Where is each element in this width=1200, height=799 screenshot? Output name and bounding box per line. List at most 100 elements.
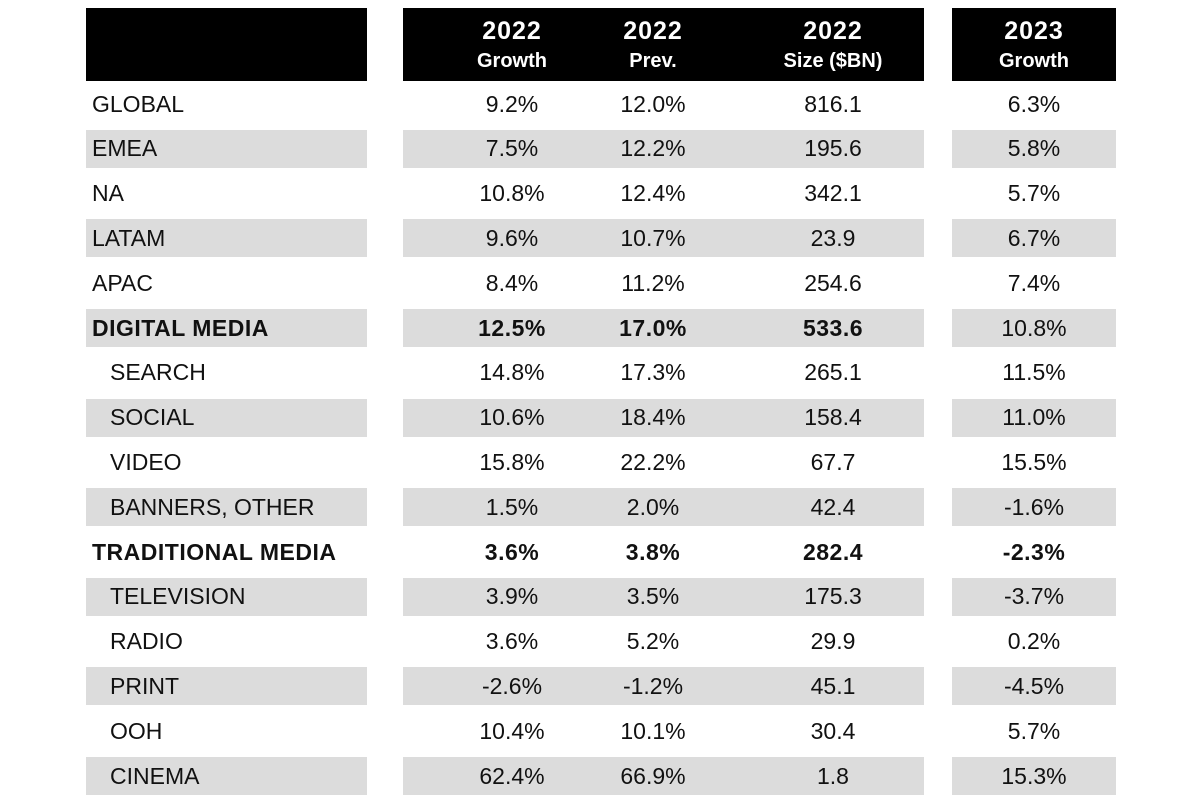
cell-2023-growth: -1.6%	[1003, 493, 1065, 520]
cell-2022-size: 1.8	[817, 762, 849, 789]
cell-2022-size: 195.6	[804, 135, 862, 162]
cell-2022-size: 67.7	[810, 448, 856, 475]
cell-2022-growth: 3.6%	[484, 538, 540, 565]
row-shade-band	[86, 488, 367, 527]
row-shade-band	[86, 219, 367, 258]
cell-2022-size: 29.9	[810, 628, 856, 655]
cell-2023-growth: 11.0%	[1002, 404, 1066, 431]
header-year: 2023	[1004, 16, 1064, 45]
cell-2022-growth: 9.2%	[485, 90, 539, 117]
cell-2023-growth: -2.3%	[1002, 538, 1066, 565]
cell-2022-prev: 3.5%	[626, 583, 680, 610]
header-metric: Prev.	[629, 49, 677, 72]
cell-2022-growth: 3.6%	[485, 628, 539, 655]
cell-2022-size: 175.3	[804, 583, 862, 610]
cell-2022-growth: 14.8%	[479, 359, 545, 386]
cell-2022-prev: 12.0%	[620, 90, 686, 117]
cell-2023-growth: 6.7%	[1007, 224, 1061, 251]
cell-2023-growth: 15.5%	[1001, 448, 1067, 475]
cell-2022-size: 30.4	[810, 717, 856, 744]
cell-2022-growth: 10.6%	[479, 404, 545, 431]
cell-2022-growth: 10.4%	[479, 717, 545, 744]
row-shade-band	[952, 488, 1116, 527]
header-metric: Growth	[999, 49, 1069, 72]
cell-2022-prev: 22.2%	[620, 448, 686, 475]
header-2022-size: 2022 Size ($BN)	[742, 8, 924, 81]
cell-2023-growth: -4.5%	[1003, 672, 1065, 699]
row-shade-band	[952, 667, 1116, 706]
cell-2023-growth: 5.7%	[1007, 180, 1061, 207]
row-shade-band	[952, 398, 1116, 437]
cell-2022-growth: 7.5%	[485, 135, 539, 162]
cell-2022-prev: 12.2%	[620, 135, 686, 162]
row-shade-band	[86, 398, 367, 437]
row-shade-band	[952, 309, 1116, 347]
row-shade-band	[86, 577, 367, 616]
cell-2023-growth: 7.4%	[1007, 269, 1061, 296]
row-label: CINEMA	[110, 762, 200, 789]
row-label: PRINT	[110, 672, 179, 699]
cell-2022-prev: 12.4%	[620, 180, 686, 207]
cell-2022-growth: 12.5%	[478, 314, 546, 341]
cell-2022-prev: 3.8%	[625, 538, 681, 565]
cell-2022-prev: 66.9%	[620, 762, 686, 789]
cell-2022-growth: 8.4%	[485, 269, 539, 296]
row-shade-band	[952, 757, 1116, 795]
cell-2022-prev: 10.7%	[620, 224, 686, 251]
header-metric: Size ($BN)	[783, 49, 883, 72]
header-group-2023	[952, 8, 1116, 81]
header-year: 2022	[623, 16, 683, 45]
cell-2022-size: 265.1	[804, 359, 862, 386]
cell-2023-growth: 0.2%	[1007, 628, 1061, 655]
row-shade-band	[403, 309, 924, 347]
row-label: TRADITIONAL MEDIA	[92, 538, 337, 565]
header-year: 2022	[482, 16, 542, 45]
header-2022-prev: 2022 Prev.	[569, 8, 737, 81]
cell-2022-size: 23.9	[810, 224, 856, 251]
cell-2022-prev: 2.0%	[626, 493, 680, 520]
row-shade-band	[86, 309, 367, 347]
cell-2022-prev: -1.2%	[622, 672, 684, 699]
cell-2022-size: 533.6	[802, 314, 864, 341]
cell-2022-size: 42.4	[810, 493, 856, 520]
row-label: SEARCH	[110, 359, 206, 386]
header-year: 2022	[803, 16, 863, 45]
row-shade-band	[86, 129, 367, 168]
row-label: GLOBAL	[92, 90, 185, 117]
header-2023-growth: 2023 Growth	[952, 8, 1116, 81]
cell-2022-size: 816.1	[804, 90, 862, 117]
row-label: VIDEO	[110, 448, 182, 475]
row-label: RADIO	[110, 628, 183, 655]
row-label: BANNERS, OTHER	[110, 493, 315, 520]
row-label: OOH	[110, 717, 163, 744]
cell-2022-prev: 17.0%	[619, 314, 687, 341]
cell-2022-size: 45.1	[810, 672, 856, 699]
cell-2022-prev: 17.3%	[620, 359, 686, 386]
row-shade-band	[403, 577, 924, 616]
cell-2023-growth: 11.5%	[1002, 359, 1066, 386]
cell-2022-size: 282.4	[802, 538, 864, 565]
cell-2023-growth: 6.3%	[1007, 90, 1061, 117]
cell-2022-size: 158.4	[804, 404, 862, 431]
row-shade-band	[952, 219, 1116, 258]
row-shade-band	[403, 219, 924, 258]
cell-2023-growth: 5.7%	[1007, 717, 1061, 744]
header-group-2022	[403, 8, 924, 81]
cell-2022-size: 342.1	[804, 180, 862, 207]
cell-2023-growth: 5.8%	[1007, 135, 1061, 162]
cell-2022-prev: 18.4%	[620, 404, 686, 431]
header-2022-growth: 2022 Growth	[403, 8, 621, 81]
cell-2022-prev: 11.2%	[621, 269, 685, 296]
row-label: APAC	[92, 269, 153, 296]
cell-2022-growth: 10.8%	[479, 180, 545, 207]
cell-2022-growth: -2.6%	[481, 672, 543, 699]
cell-2022-growth: 9.6%	[485, 224, 539, 251]
cell-2022-growth: 1.5%	[485, 493, 539, 520]
cell-2022-prev: 5.2%	[626, 628, 680, 655]
row-shade-band	[86, 667, 367, 706]
row-shade-band	[86, 757, 367, 795]
row-shade-band	[952, 129, 1116, 168]
cell-2022-growth: 15.8%	[479, 448, 545, 475]
cell-2022-growth: 3.9%	[485, 583, 539, 610]
